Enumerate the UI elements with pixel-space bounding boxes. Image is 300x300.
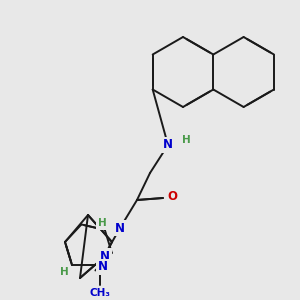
Text: H: H — [60, 267, 68, 277]
Text: H: H — [182, 135, 190, 145]
Text: H: H — [98, 218, 106, 228]
Text: N: N — [163, 139, 173, 152]
Text: CH₃: CH₃ — [89, 288, 110, 298]
Text: N: N — [98, 260, 108, 274]
Text: N: N — [100, 250, 110, 262]
Text: O: O — [167, 190, 177, 202]
Text: N: N — [115, 221, 125, 235]
